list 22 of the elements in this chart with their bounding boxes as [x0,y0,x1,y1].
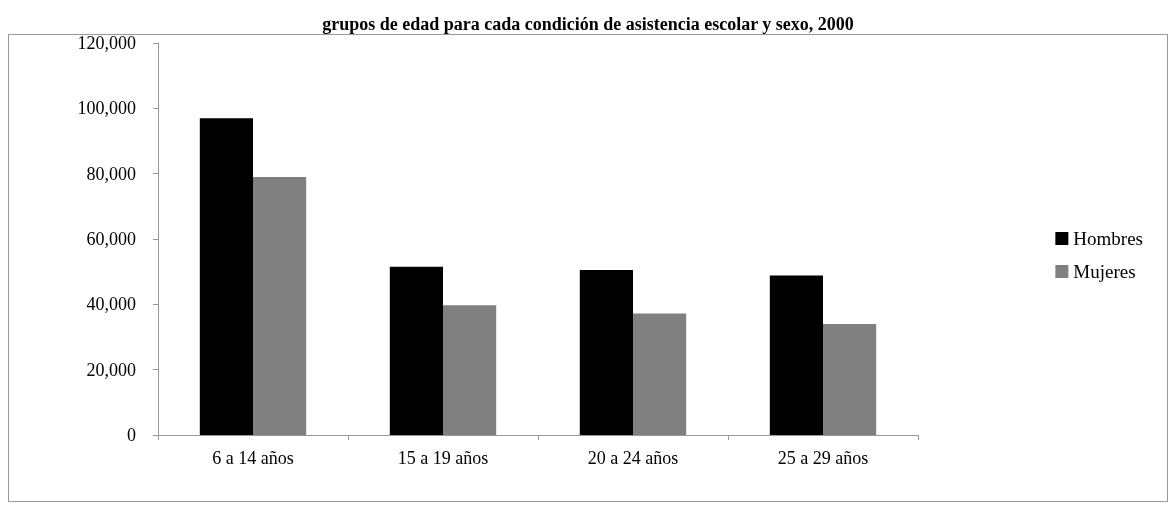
legend-label: Hombres [1073,228,1143,249]
bar [389,266,443,435]
y-tick-label: 60,000 [86,229,136,249]
x-tick-label: 25 a 29 años [777,448,869,468]
bar [253,176,307,435]
y-tick-label: 40,000 [86,294,136,315]
bar [199,118,253,435]
y-tick-label: 100,000 [77,98,136,119]
x-tick-label: 15 a 19 años [397,448,489,468]
bar [443,305,497,435]
x-tick-label: 6 a 14 años [212,448,294,468]
y-tick-label: 120,000 [77,33,136,53]
y-tick-label: 80,000 [86,163,136,184]
bar [633,313,687,435]
y-tick-label: 0 [127,425,136,445]
y-tick-label: 20,000 [86,359,136,380]
legend-label: Mujeres [1073,261,1136,282]
bar [769,275,823,435]
bar [579,270,633,435]
chart-title: grupos de edad para cada condición de asistencia escolar y sexo, 2000 [322,14,854,34]
bar [823,323,877,435]
x-tick-label: 20 a 24 años [587,448,679,468]
